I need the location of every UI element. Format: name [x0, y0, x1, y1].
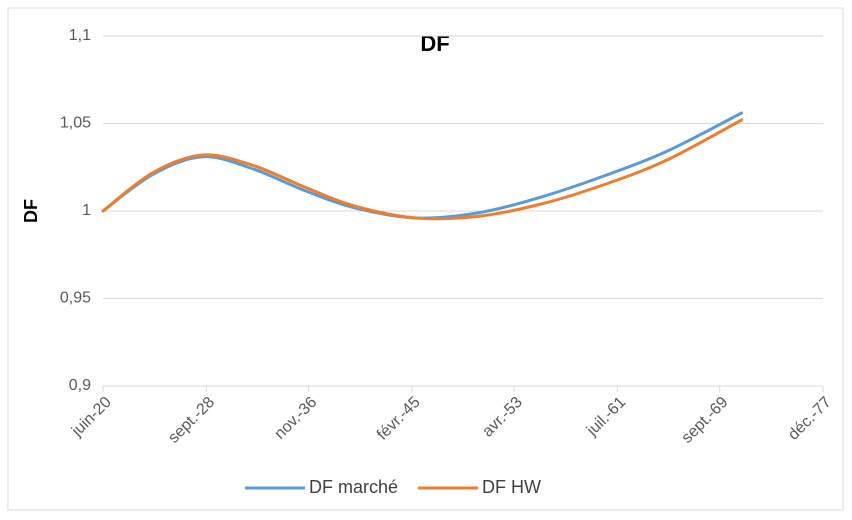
- y-axis-label: DF: [21, 199, 41, 223]
- y-tick-label: 0,95: [60, 290, 91, 307]
- legend-label: DF marché: [309, 477, 398, 497]
- y-tick-label: 1,1: [69, 27, 91, 44]
- legend-label: DF HW: [482, 477, 541, 497]
- y-tick-label: 0,9: [69, 377, 91, 394]
- chart-frame: [7, 7, 844, 511]
- y-tick-label: 1: [82, 202, 91, 219]
- chart-title: DF: [420, 31, 449, 56]
- series-line: [101, 118, 744, 221]
- y-tick-label: 1,05: [60, 115, 91, 132]
